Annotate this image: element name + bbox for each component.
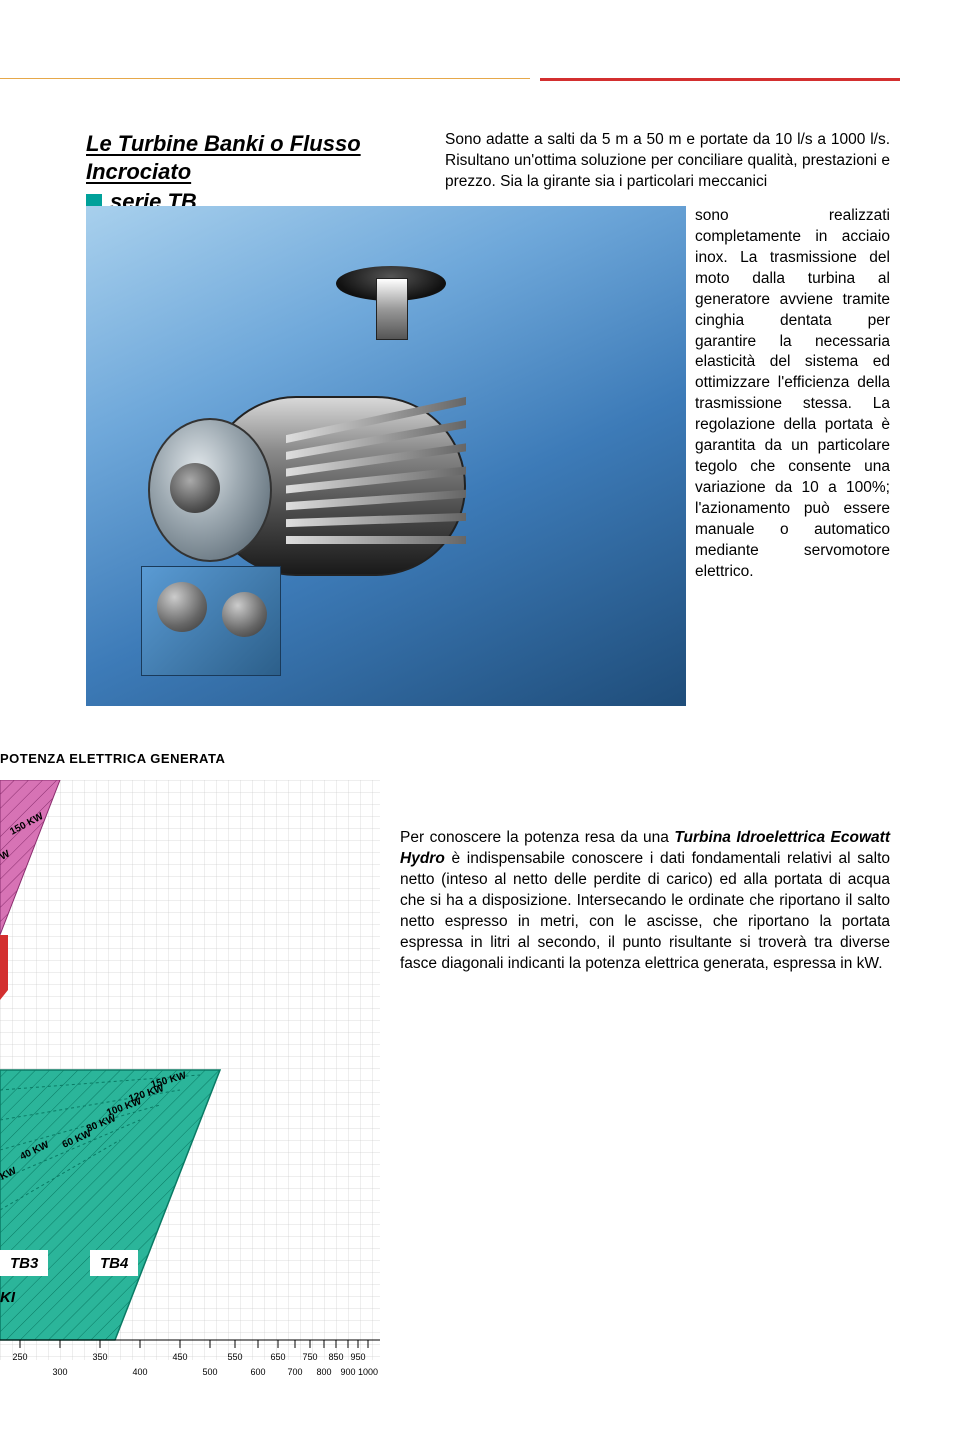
svg-text:450: 450: [172, 1352, 187, 1362]
chart-section-title: POTENZA ELETTRICA GENERATA: [0, 751, 225, 766]
turbine-illustration: [86, 206, 686, 706]
svg-text:250: 250: [12, 1352, 27, 1362]
explain-pre: Per conoscere la potenza resa da una: [400, 829, 674, 846]
column-paragraph: sono realizzati completamente in acciaio…: [695, 206, 890, 583]
top-rule-orange: [0, 78, 530, 79]
svg-text:950: 950: [350, 1352, 365, 1362]
svg-text:500: 500: [202, 1367, 217, 1377]
section-title: Le Turbine Banki o Flusso Incrociato: [86, 130, 426, 185]
svg-text:750: 750: [302, 1352, 317, 1362]
svg-text:KI: KI: [0, 1289, 16, 1306]
svg-text:600: 600: [250, 1367, 265, 1377]
svg-text:1000: 1000: [358, 1367, 378, 1377]
svg-text:900: 900: [340, 1367, 355, 1377]
svg-text:400: 400: [132, 1367, 147, 1377]
svg-text:800: 800: [316, 1367, 331, 1377]
svg-text:TB4: TB4: [100, 1255, 129, 1272]
svg-text:700: 700: [287, 1367, 302, 1377]
red-marker: [0, 935, 8, 1000]
svg-text:850: 850: [328, 1352, 343, 1362]
chart-explanation: Per conoscere la potenza resa da una Tur…: [400, 828, 890, 974]
top-rule-red: [540, 78, 900, 81]
svg-text:350: 350: [92, 1352, 107, 1362]
svg-text:550: 550: [227, 1352, 242, 1362]
x-tick-labels-row2: 300 400 500 600 700 800 900 1000: [52, 1367, 378, 1377]
power-chart: 150 KW W 150 KW 120 KW 100 KW 80 KW 60 K…: [0, 780, 380, 1400]
intro-paragraph: Sono adatte a salti da 5 m a 50 m e port…: [445, 130, 890, 193]
svg-text:300: 300: [52, 1367, 67, 1377]
explain-post: è indispensabile conoscere i dati fondam…: [400, 850, 890, 972]
svg-text:TB3: TB3: [10, 1255, 39, 1272]
svg-text:650: 650: [270, 1352, 285, 1362]
section-header: Le Turbine Banki o Flusso Incrociato ser…: [86, 130, 426, 215]
